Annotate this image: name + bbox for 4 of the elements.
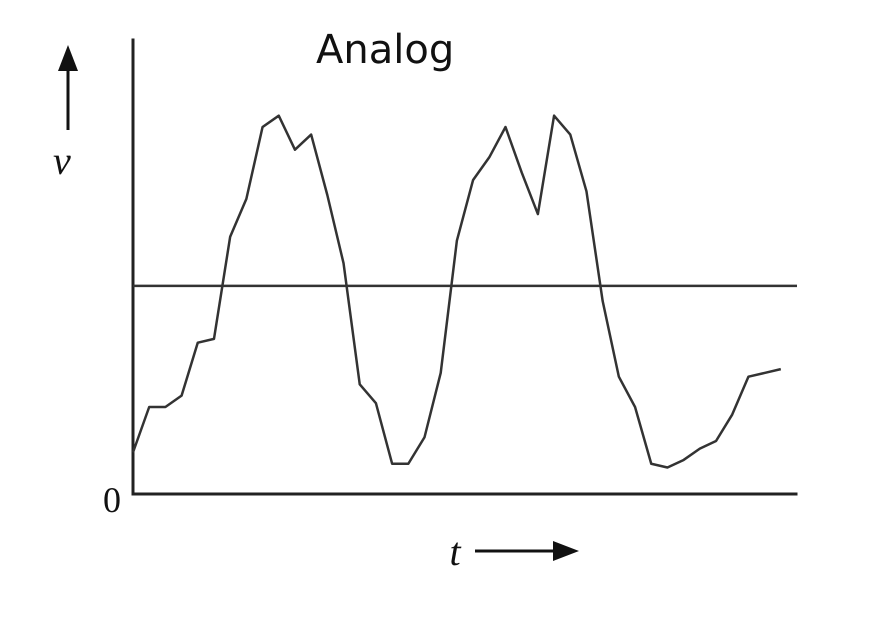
text: 0 (103, 479, 121, 521)
y-axis-title: v (53, 136, 71, 184)
chart-title: Analog (316, 27, 454, 73)
x-axis-title: t (450, 528, 461, 574)
